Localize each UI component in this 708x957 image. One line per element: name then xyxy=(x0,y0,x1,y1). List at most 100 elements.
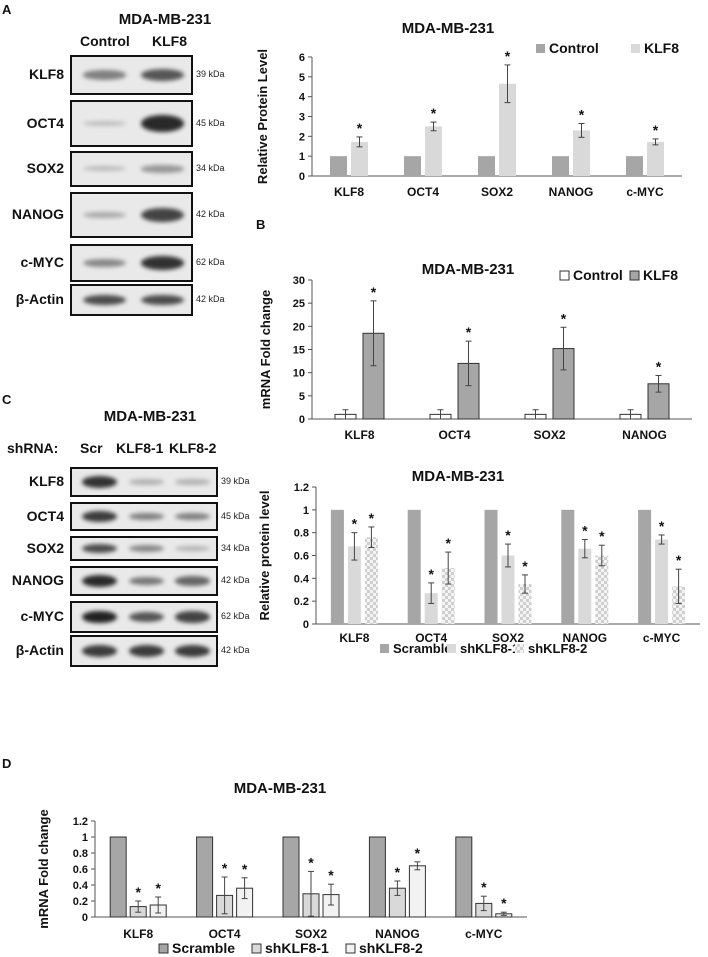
blot-c-band xyxy=(81,610,117,624)
bar-klf8-nanog xyxy=(573,130,590,176)
blot-c-row-label-klf8: KLF8 xyxy=(29,473,64,489)
significance-star: * xyxy=(395,864,401,880)
blot-c-band xyxy=(81,645,117,657)
legend-label-control: Control xyxy=(573,267,623,283)
y-tick-label: 0 xyxy=(82,912,88,924)
lane-label-control: Control xyxy=(80,33,130,49)
y-tick-label: 0.8 xyxy=(294,528,309,540)
blot-a-kda-label-actin: 42 kDa xyxy=(196,294,225,304)
blot-c-band xyxy=(81,476,117,488)
legend-label-shklf8-2: shKLF8-2 xyxy=(359,940,423,956)
y-tick-label: 2 xyxy=(299,131,305,143)
blot-a-row-label-sox2: SOX2 xyxy=(26,160,64,176)
x-tick-label-sox2: SOX2 xyxy=(533,428,565,442)
significance-star: * xyxy=(371,284,377,300)
y-tick-label: 0.6 xyxy=(294,551,309,563)
bar-scramble-c-myc xyxy=(455,836,473,918)
y-tick-label: 0.2 xyxy=(294,596,309,608)
x-tick-label-klf8: KLF8 xyxy=(345,428,375,442)
bar-chart-d: MDA-MB-231 mRNA Fold change 0 0.2 0.4 0.6 0.8 1… xyxy=(36,780,527,956)
blot-c-kda-label-oct4: 45 kDa xyxy=(221,510,250,521)
x-tick-label-sox2: SOX2 xyxy=(481,185,513,199)
blot-c-blot-strip-klf8 xyxy=(70,467,218,497)
significance-star: * xyxy=(582,523,588,539)
panel-letter-d: D xyxy=(2,756,12,771)
blot-c-kda-label-actin: 42 kDa xyxy=(221,645,250,655)
y-tick-label: 6 xyxy=(299,52,305,64)
blot-c-band xyxy=(175,545,211,552)
x-tick-label-klf8: KLF8 xyxy=(123,927,153,941)
blot-a-row-label-nanog: NANOG xyxy=(11,206,64,222)
y-axis-label: mRNA Fold change xyxy=(36,809,51,928)
legend-label-shklf8-1: shKLF8-1 xyxy=(265,940,329,956)
y-tick-label: 0.4 xyxy=(294,573,310,585)
blot-c-row-label-actin: β-Actin xyxy=(15,642,64,658)
blot-c-kda-label-klf8: 39 kDa xyxy=(221,476,250,486)
x-tick-label-c-myc: c-MYC xyxy=(465,927,503,941)
legend-label-control: Control xyxy=(549,40,599,56)
blot-c-band xyxy=(175,645,211,657)
blot-c-kda-label-nanog: 42 kDa xyxy=(221,575,250,585)
blot-c-band xyxy=(128,611,164,623)
significance-star: * xyxy=(369,510,375,526)
lane-label-scr: Scr xyxy=(80,440,103,456)
significance-star: * xyxy=(505,527,511,543)
blot-a-band xyxy=(83,166,127,172)
y-axis-label: Relative Protein Level xyxy=(255,49,270,184)
blot-a-blot-strip-actin xyxy=(70,284,193,316)
panel-letter-c: C xyxy=(2,392,12,407)
x-tick-label-oct4: OCT4 xyxy=(209,927,241,941)
bar-shklf8-2-sox2 xyxy=(518,584,532,624)
blot-c-band xyxy=(175,479,211,485)
blot-a-band xyxy=(140,115,184,132)
bar-scramble-oct4 xyxy=(407,509,421,624)
significance-star: * xyxy=(579,106,585,122)
blot-c-row-label-c-myc: c-MYC xyxy=(20,608,64,624)
bar-scramble-sox2 xyxy=(282,836,300,918)
x-tick-label-oct4: OCT4 xyxy=(407,185,439,199)
bar-control-klf8 xyxy=(330,156,347,176)
blot-c-band xyxy=(128,545,164,552)
significance-star: * xyxy=(466,324,472,340)
blot-a-row-label-klf8: KLF8 xyxy=(29,66,64,82)
y-tick-label: 25 xyxy=(293,298,305,310)
lane-label-klf8-2: KLF8-2 xyxy=(169,440,217,456)
y-tick-label: 5 xyxy=(299,391,305,403)
blot-a-kda-label-nanog: 42 kDa xyxy=(196,209,225,219)
blot-a-blot-strip-sox2 xyxy=(70,151,193,187)
blot-a-kda-label-klf8: 39 kDa xyxy=(196,69,225,79)
significance-star: * xyxy=(481,879,487,895)
significance-star: * xyxy=(501,895,507,911)
legend-label-shklf8-2: shKLF8-2 xyxy=(528,641,587,655)
blot-a-row-label-actin: β-Actin xyxy=(15,291,64,307)
bar-shklf8-2-nanog xyxy=(595,555,609,624)
y-tick-label: 0.2 xyxy=(73,896,88,908)
y-axis-label: Relative protein level xyxy=(257,490,272,620)
bar-shklf8-2-oct4 xyxy=(441,568,455,624)
blot-a-band xyxy=(83,120,127,127)
significance-star: * xyxy=(599,528,605,544)
blot-a-kda-label-oct4: 45 kDa xyxy=(196,117,225,128)
bar-scramble-oct4 xyxy=(196,836,214,918)
y-tick-label: 10 xyxy=(293,368,305,380)
legend-label-klf8: KLF8 xyxy=(643,267,678,283)
legend-swatch-shklf8-2 xyxy=(345,943,356,954)
blot-c-band xyxy=(175,576,211,586)
x-tick-label-oct4: OCT4 xyxy=(415,631,447,645)
bar-scramble-sox2 xyxy=(484,509,498,624)
legend-label-scramble: Scramble xyxy=(172,940,235,956)
y-tick-label: 0 xyxy=(299,414,305,426)
legend-swatch-control xyxy=(559,270,570,281)
blot-c-band xyxy=(81,543,117,554)
blot-c-kda-label-c-myc: 62 kDa xyxy=(221,611,250,621)
bar-scramble-c-myc xyxy=(638,509,652,624)
bar-control-nanog xyxy=(552,156,569,176)
panel-letter-b: B xyxy=(256,217,266,232)
blot-c-blot-strip-nanog xyxy=(70,566,218,596)
y-tick-label: 0 xyxy=(299,171,305,183)
bar-shklf8-1-sox2 xyxy=(501,555,515,624)
significance-star: * xyxy=(659,518,665,534)
blot-c-band xyxy=(81,511,117,522)
legend-swatch-scramble xyxy=(158,943,169,954)
x-tick-label-c-myc: c-MYC xyxy=(643,631,681,645)
